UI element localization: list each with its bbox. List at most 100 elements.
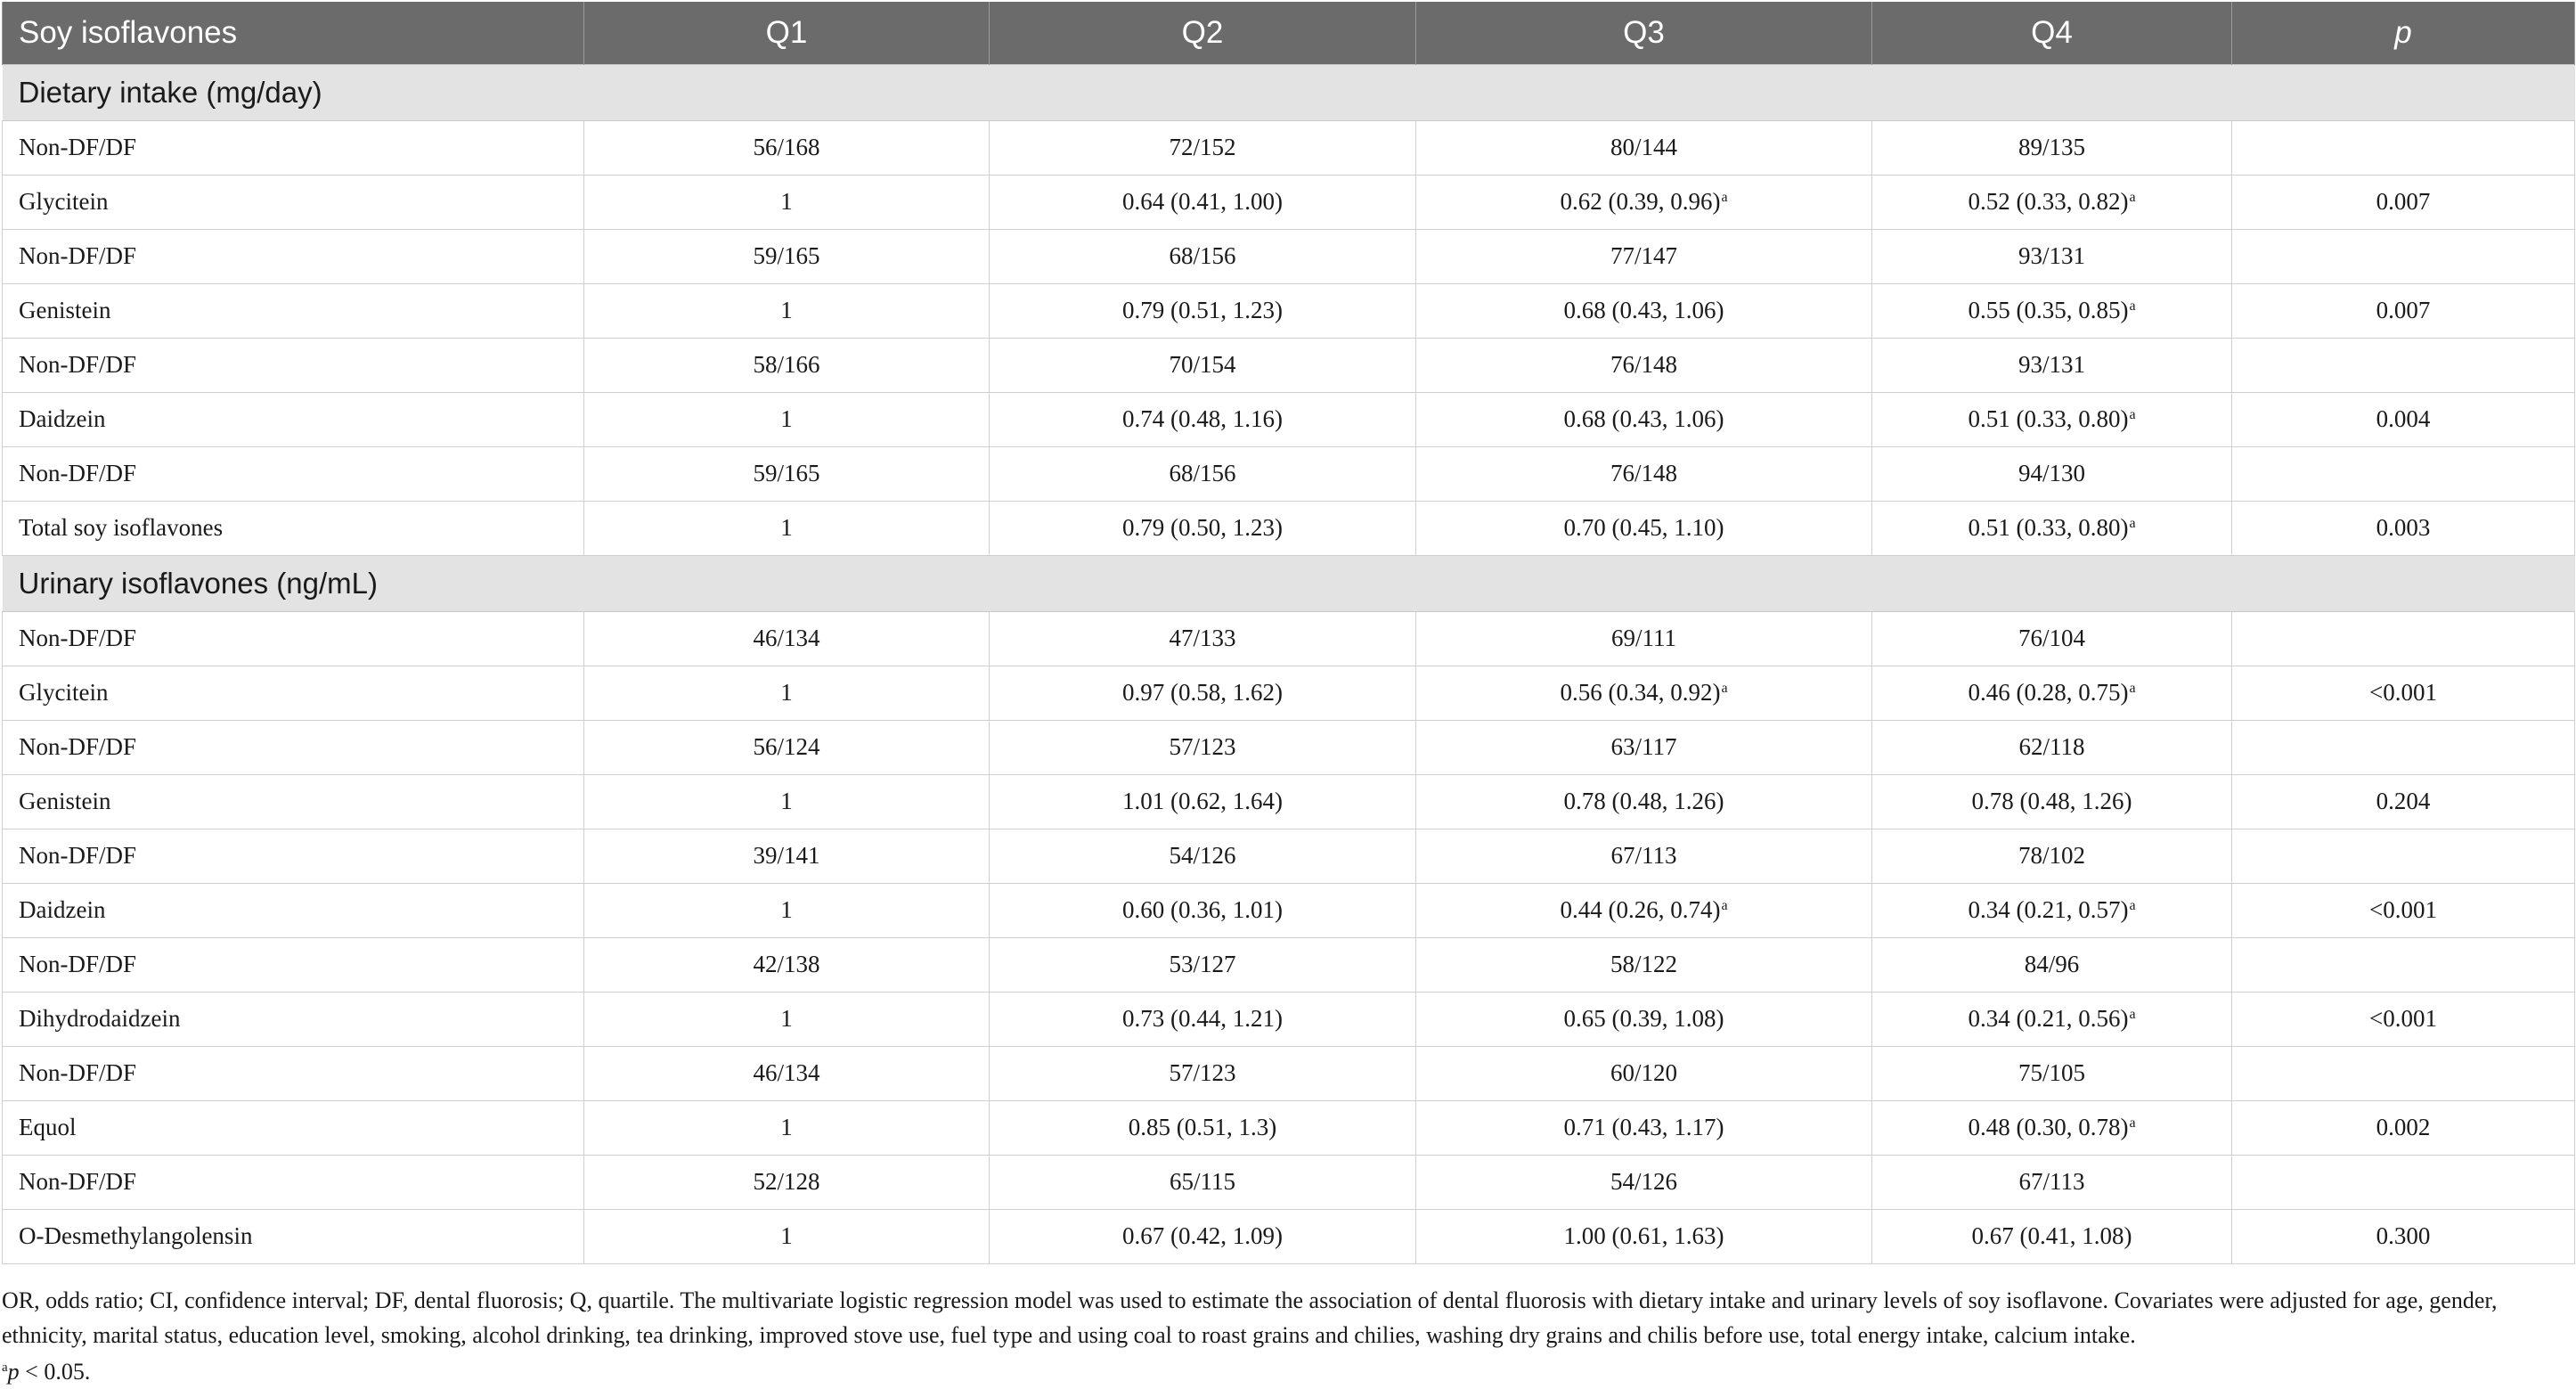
cell-value: 76/148 [1610, 460, 1677, 486]
cell-value: 68/156 [1169, 460, 1236, 486]
cell-q4: 0.52 (0.33, 0.82)a [1871, 174, 2232, 230]
cell-value: 54/126 [1610, 1168, 1677, 1195]
cell-q1: 59/165 [583, 445, 990, 502]
cell-q3: 0.65 (0.39, 1.08) [1415, 991, 1872, 1047]
cell-q2: 72/152 [989, 119, 1416, 176]
cell-q2: 0.97 (0.58, 1.62) [989, 665, 1416, 721]
cell-value: 89/135 [2018, 134, 2085, 160]
results-table: Soy isoflavones Q1 Q2 Q3 Q4 p Dietary in… [2, 2, 2575, 1264]
significance-mark: a [2129, 190, 2136, 205]
cell-q1: 1 [583, 282, 990, 339]
cell-q2: 0.79 (0.50, 1.23) [989, 500, 1416, 556]
cell-p-value: <0.001 [2231, 882, 2575, 938]
cell-value: 1 [780, 896, 793, 923]
cell-p-value [2231, 610, 2575, 666]
cell-q4: 62/118 [1871, 719, 2232, 775]
cell-q1: 46/134 [583, 1045, 990, 1101]
cell-value: 54/126 [1169, 842, 1236, 869]
cell-q2: 0.79 (0.51, 1.23) [989, 282, 1416, 339]
cell-q3: 0.56 (0.34, 0.92)a [1415, 665, 1872, 721]
cell-value: 46/134 [753, 625, 820, 651]
cell-value: 56/124 [753, 733, 820, 760]
table-row: Total soy isoflavones 1 0.79 (0.50, 1.23) 0… [2, 500, 2575, 556]
cell-q2: 57/123 [989, 719, 1416, 775]
cell-value: 1 [780, 1222, 793, 1249]
table-row: Genistein 1 1.01 (0.62, 1.64) 0.78 (0.48, 1… [2, 773, 2575, 829]
section-header-row: Urinary isoflavones (ng/mL) [2, 554, 2575, 612]
row-label: Non-DF/DF [2, 1045, 584, 1101]
cell-p-value [2231, 719, 2575, 775]
row-label: Non-DF/DF [2, 610, 584, 666]
cell-value: 76/148 [1610, 351, 1677, 378]
section-header-row: Dietary intake (mg/day) [2, 63, 2575, 121]
cell-value: 1.00 (0.61, 1.63) [1563, 1222, 1724, 1249]
cell-q2: 0.64 (0.41, 1.00) [989, 174, 1416, 230]
cell-p-value [2231, 1154, 2575, 1210]
cell-p-value [2231, 936, 2575, 993]
significance-mark: a [2129, 898, 2136, 913]
cell-p-value: 0.007 [2231, 282, 2575, 339]
header-p-value: p [2231, 2, 2575, 64]
cell-value: 0.78 (0.48, 1.26) [1563, 788, 1724, 814]
cell-value: 76/104 [2018, 625, 2085, 651]
cell-value: 0.71 (0.43, 1.17) [1563, 1114, 1724, 1140]
cell-value: 0.85 (0.51, 1.3) [1128, 1114, 1277, 1140]
footnote-abbreviations: OR, odds ratio; CI, confidence interval;… [2, 1287, 2498, 1348]
cell-q3: 54/126 [1415, 1154, 1872, 1210]
table-row: Non-DF/DF 52/128 65/115 54/126 67/113 [2, 1154, 2575, 1210]
cell-value: 62/118 [2018, 733, 2085, 760]
table-footnote: OR, odds ratio; CI, confidence interval;… [2, 1283, 2567, 1389]
cell-value: 0.74 (0.48, 1.16) [1122, 405, 1283, 432]
cell-q3: 0.68 (0.43, 1.06) [1415, 391, 1872, 447]
table-row: Non-DF/DF 46/134 47/133 69/111 76/104 [2, 610, 2575, 666]
cell-value: 0.46 (0.28, 0.75) [1968, 679, 2129, 706]
row-label: Non-DF/DF [2, 337, 584, 393]
significance-mark: a [2129, 681, 2136, 696]
significance-mark: a [2129, 516, 2136, 531]
cell-p-value [2231, 337, 2575, 393]
cell-value: 70/154 [1169, 351, 1236, 378]
cell-p-value: 0.300 [2231, 1208, 2575, 1264]
row-label: Non-DF/DF [2, 828, 584, 884]
cell-value: 72/152 [1169, 134, 1236, 160]
cell-value: 0.34 (0.21, 0.57) [1968, 896, 2129, 923]
cell-p-value [2231, 445, 2575, 502]
results-table-container: Soy isoflavones Q1 Q2 Q3 Q4 p Dietary in… [2, 2, 2575, 1264]
significance-mark: a [2129, 1115, 2136, 1131]
cell-p-value: 0.003 [2231, 500, 2575, 556]
cell-value: 0.68 (0.43, 1.06) [1563, 405, 1724, 432]
cell-value: 0.55 (0.35, 0.85) [1968, 297, 2129, 323]
cell-q3: 1.00 (0.61, 1.63) [1415, 1208, 1872, 1264]
cell-value: 39/141 [753, 842, 820, 869]
cell-value: 67/113 [2018, 1168, 2085, 1195]
header-q2: Q2 [989, 2, 1416, 64]
cell-value: 46/134 [753, 1059, 820, 1086]
cell-value: 52/128 [753, 1168, 820, 1195]
cell-value: 80/144 [1610, 134, 1677, 160]
cell-q4: 94/130 [1871, 445, 2232, 502]
cell-value: 0.79 (0.50, 1.23) [1122, 514, 1283, 541]
significance-mark: a [1721, 681, 1728, 696]
cell-value: 69/111 [1611, 625, 1676, 651]
cell-q2: 0.67 (0.42, 1.09) [989, 1208, 1416, 1264]
cell-value: 0.34 (0.21, 0.56) [1968, 1005, 2129, 1032]
cell-p-value: 0.204 [2231, 773, 2575, 829]
cell-q3: 63/117 [1415, 719, 1872, 775]
table-row: Glycitein 1 0.64 (0.41, 1.00) 0.62 (0.39, 0… [2, 174, 2575, 230]
cell-q3: 80/144 [1415, 119, 1872, 176]
cell-value: 0.68 (0.43, 1.06) [1563, 297, 1724, 323]
table-header-row: Soy isoflavones Q1 Q2 Q3 Q4 p [2, 2, 2575, 64]
significance-mark: a [2129, 407, 2136, 422]
cell-q3: 69/111 [1415, 610, 1872, 666]
cell-q2: 54/126 [989, 828, 1416, 884]
row-label: Genistein [2, 282, 584, 339]
cell-q3: 0.70 (0.45, 1.10) [1415, 500, 1872, 556]
cell-q1: 1 [583, 391, 990, 447]
cell-value: 1 [780, 297, 793, 323]
cell-q4: 93/131 [1871, 228, 2232, 284]
table-row: Non-DF/DF 42/138 53/127 58/122 84/96 [2, 936, 2575, 993]
cell-p-value [2231, 119, 2575, 176]
cell-q2: 70/154 [989, 337, 1416, 393]
cell-q4: 0.51 (0.33, 0.80)a [1871, 500, 2232, 556]
cell-value: 0.60 (0.36, 1.01) [1122, 896, 1283, 923]
